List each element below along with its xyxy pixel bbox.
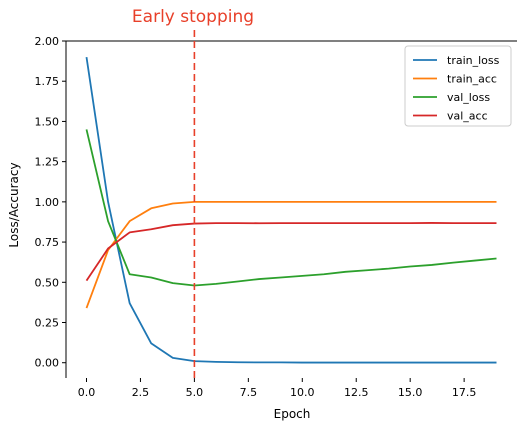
x-tick-label: 5.0: [186, 386, 204, 399]
series-line-train_loss: [85, 56, 497, 364]
x-axis-label: Epoch: [274, 407, 311, 421]
series-line-train_acc: [85, 200, 497, 309]
plot-frame: [65, 40, 517, 378]
x-tick-label: 12.5: [344, 386, 369, 399]
x-tick-label: 17.5: [452, 386, 477, 399]
legend-label-train_acc: train_acc: [447, 73, 497, 86]
x-tick-label: 0.0: [78, 386, 96, 399]
y-axis-label: Loss/Accuracy: [7, 162, 21, 247]
y-tick-label: 1.75: [35, 75, 60, 88]
x-tick-label: 15.0: [398, 386, 423, 399]
x-tick-label: 10.0: [290, 386, 315, 399]
early-stopping-label: Early stopping: [132, 7, 254, 27]
legend-box: [404, 45, 512, 127]
legend-label-val_loss: val_loss: [447, 91, 490, 104]
y-tick-label: 1.50: [35, 115, 60, 128]
y-tick-label: 1.25: [35, 156, 60, 169]
y-tick-label: 0.00: [35, 357, 60, 370]
series-layer: [85, 56, 497, 364]
x-tick-label: 2.5: [132, 386, 150, 399]
series-line-val_acc: [85, 222, 497, 282]
ticks-layer: 0.0 2.5 5.0 7.5 10.0 12.5 15.0 17.5 0.00 0.25 0.50…: [35, 35, 477, 399]
y-tick-label: 0.50: [35, 276, 60, 289]
y-tick-label: 1.00: [35, 196, 60, 209]
y-tick-label: 0.25: [35, 317, 60, 330]
series-line-val_loss: [85, 129, 497, 287]
x-tick-label: 7.5: [240, 386, 258, 399]
y-tick-label: 0.75: [35, 236, 60, 249]
y-tick-label: 2.00: [35, 35, 60, 48]
legend-label-train_loss: train_loss: [447, 54, 500, 67]
legend: train_loss train_acc val_loss val_acc: [404, 45, 512, 127]
legend-label-val_acc: val_acc: [447, 110, 488, 123]
